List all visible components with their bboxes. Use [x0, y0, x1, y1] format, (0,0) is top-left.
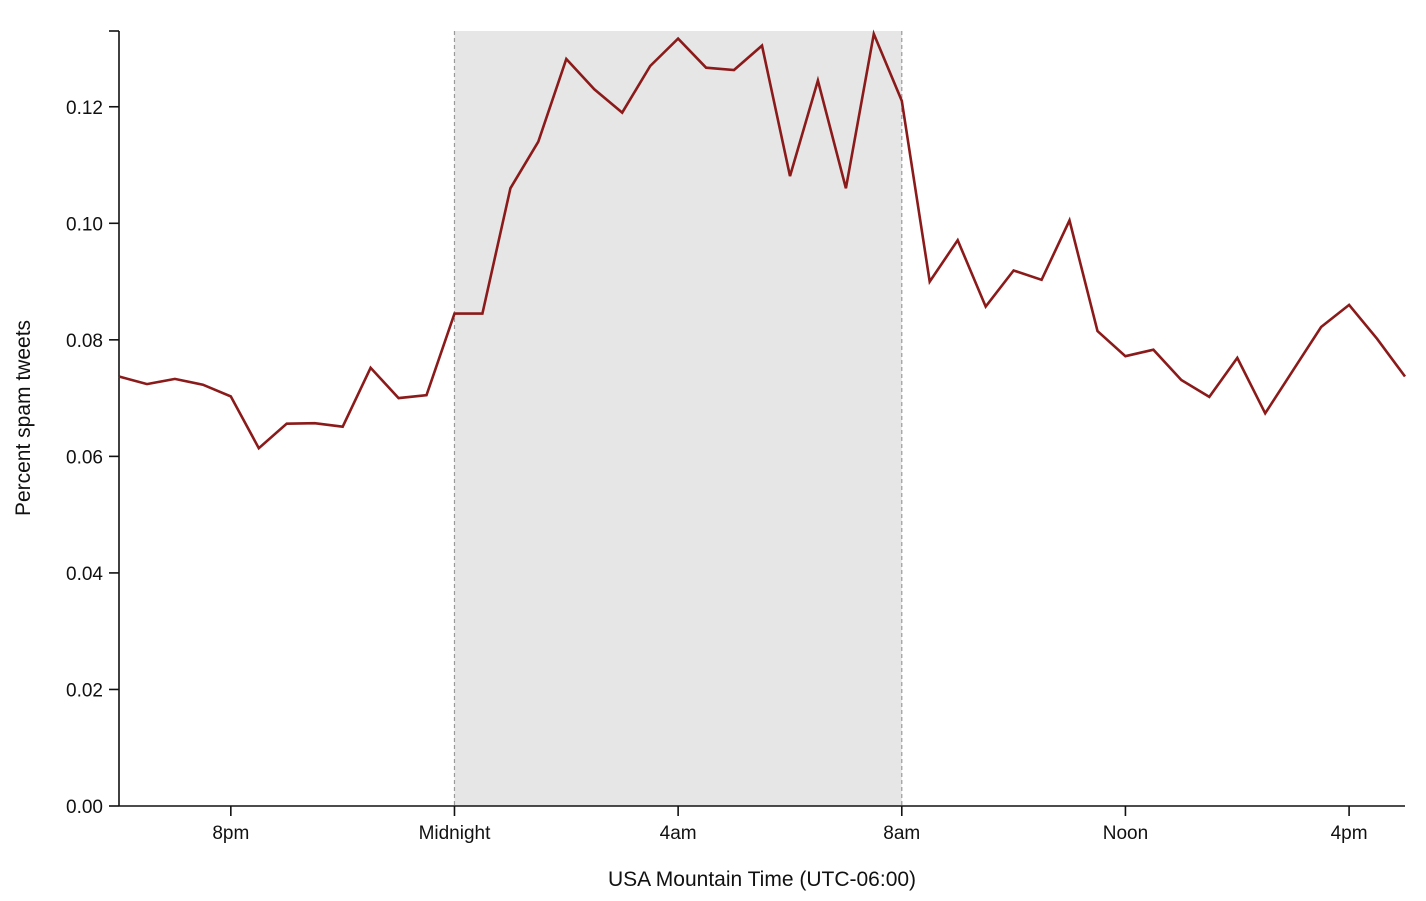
x-axis-title: USA Mountain Time (UTC-06:00): [608, 868, 916, 891]
x-tick-label: Noon: [1103, 823, 1148, 844]
axes: 0.00 0.02 0.04 0.06 0.08 0.10 0.12 8pm Midnight…: [66, 30, 1405, 844]
y-tick-label: 0.08: [66, 331, 103, 352]
y-tick-label: 0.06: [66, 447, 103, 468]
y-tick-label: 0.00: [66, 797, 103, 818]
y-tick-label: 0.10: [66, 214, 103, 235]
overnight-shaded-region: [453, 31, 903, 806]
x-tick-label: 8am: [883, 823, 920, 844]
y-tick-label: 0.04: [66, 564, 103, 585]
shaded-region-rect: [454, 31, 902, 806]
y-tick-label: 0.12: [66, 98, 103, 119]
y-axis-title: Percent spam tweets: [12, 320, 35, 516]
x-axis-ticks: 8pm Midnight 4am 8am Noon 4pm: [212, 806, 1368, 844]
x-tick-label: Midnight: [419, 823, 492, 844]
y-tick-label: 0.02: [66, 680, 103, 701]
x-tick-label: 4pm: [1331, 823, 1368, 844]
series-layer: [118, 29, 1407, 451]
series-line-0: [118, 29, 1407, 451]
y-axis-ticks: 0.00 0.02 0.04 0.06 0.08 0.10 0.12: [66, 30, 119, 818]
x-tick-label: 8pm: [212, 823, 249, 844]
x-tick-label: 4am: [660, 823, 697, 844]
